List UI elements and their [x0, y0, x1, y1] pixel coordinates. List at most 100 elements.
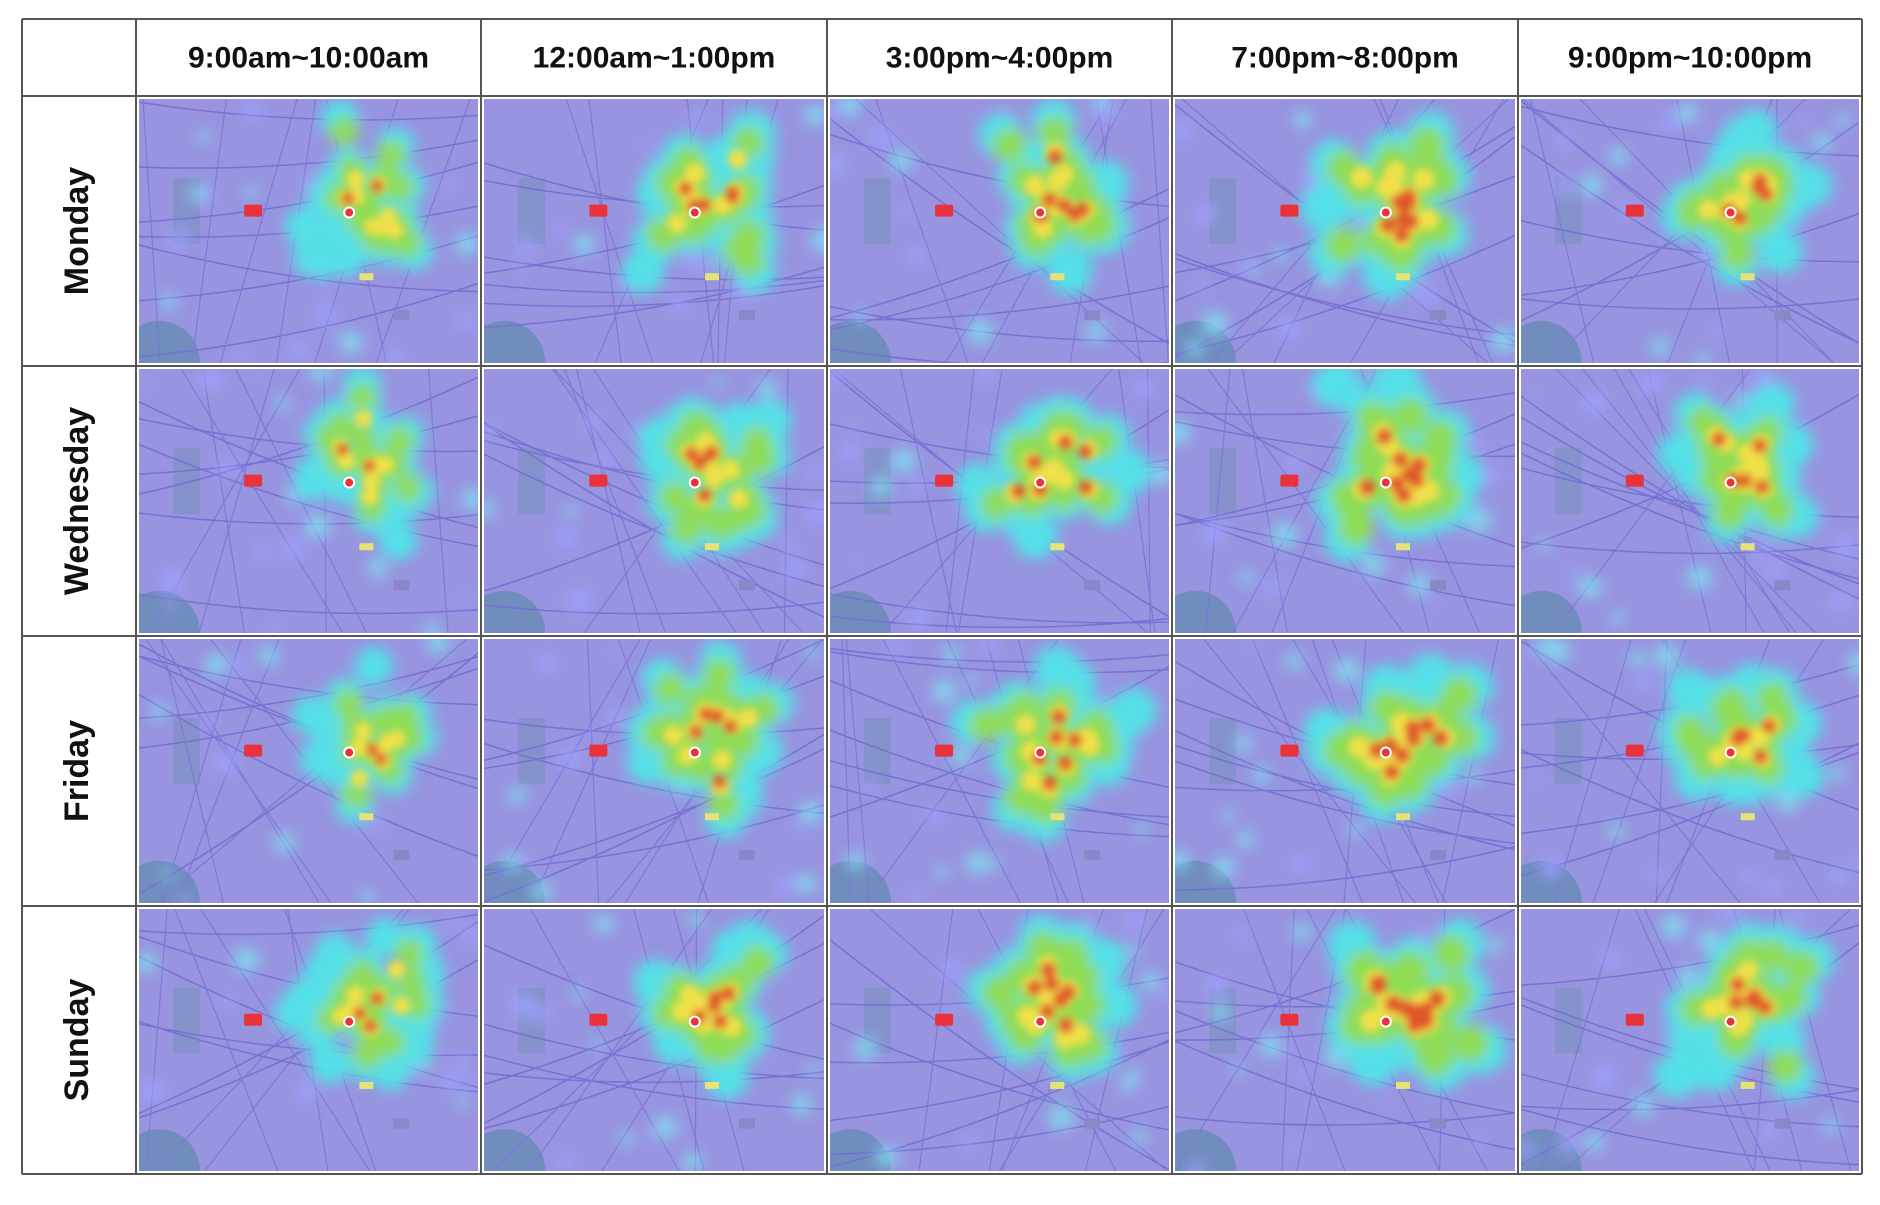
heat-spot — [446, 917, 458, 929]
heat-spot — [1750, 554, 1761, 565]
map-tag — [739, 850, 755, 860]
heat-spot — [853, 311, 865, 323]
heat-spot — [1758, 999, 1773, 1014]
map-tag — [935, 1014, 953, 1026]
map-tag — [705, 1082, 719, 1089]
heat-spot — [1202, 311, 1228, 337]
heat-spot — [1271, 522, 1297, 548]
heat-spot — [1581, 174, 1603, 196]
map-tag — [244, 475, 262, 487]
heat-spot — [609, 646, 620, 657]
heatmap-cell — [464, 639, 824, 945]
map-tag — [1396, 543, 1410, 550]
map-pin — [1726, 1017, 1736, 1027]
heat-spot — [671, 1001, 691, 1021]
heat-spot — [1677, 966, 1698, 987]
map-tag — [1430, 850, 1446, 860]
heat-spot — [1697, 371, 1710, 384]
heat-spot — [1698, 200, 1718, 220]
heat-spot — [1125, 943, 1139, 957]
heat-spot — [368, 558, 388, 578]
heat-spot — [379, 521, 418, 560]
heat-spot — [1530, 774, 1542, 786]
heat-spot — [287, 338, 308, 359]
heat-spot — [1413, 168, 1435, 190]
heat-spot — [503, 852, 521, 870]
map-tag — [244, 1014, 262, 1026]
heat-spot — [1466, 770, 1481, 785]
heat-spot — [1796, 115, 1808, 127]
heat-spot — [839, 441, 861, 463]
heat-spot — [1235, 928, 1249, 942]
heat-spot — [1829, 592, 1851, 614]
heat-spot — [536, 653, 558, 675]
heat-spot — [757, 379, 777, 399]
heat-spot — [1159, 984, 1177, 1002]
heat-spot — [1755, 480, 1769, 494]
heat-spot — [686, 163, 706, 183]
heat-spot — [1848, 856, 1862, 870]
heat-spot — [839, 94, 861, 116]
heat-spot — [1237, 831, 1255, 849]
map-tag — [1775, 850, 1791, 860]
heat-spot — [1785, 950, 1819, 984]
heatmap-cell — [464, 369, 829, 675]
heat-spot — [1363, 366, 1373, 376]
heat-spot — [982, 975, 1017, 1010]
heat-spot — [305, 513, 331, 539]
heat-spot — [1527, 393, 1537, 403]
heat-spot — [1768, 1049, 1802, 1083]
heat-spot — [1395, 211, 1411, 227]
heat-spot — [1591, 1064, 1616, 1089]
heat-spot — [351, 770, 369, 788]
map-tag — [1741, 543, 1755, 550]
map-tag — [1741, 813, 1755, 820]
map-tag — [739, 580, 755, 590]
heat-spot — [1750, 461, 1770, 481]
heat-spot — [891, 449, 916, 474]
heat-spot — [455, 310, 475, 330]
heat-spot — [670, 512, 702, 544]
heat-spot — [1701, 998, 1722, 1019]
heat-spot — [1608, 823, 1624, 839]
heat-spot — [1823, 1118, 1839, 1134]
heat-spot — [1136, 824, 1148, 836]
heat-spot — [531, 1005, 550, 1024]
map-tag — [935, 745, 953, 757]
heat-spot — [659, 481, 691, 513]
heat-spot — [558, 746, 582, 770]
heat-spot — [1759, 187, 1773, 201]
heat-spot — [1203, 519, 1228, 544]
heat-spot — [993, 128, 1027, 162]
heat-spot — [707, 258, 719, 270]
heat-spot — [1075, 202, 1090, 217]
heat-spot — [1259, 1034, 1282, 1057]
map-tag — [1741, 1082, 1755, 1089]
column-header: 7:00pm~8:00pm — [1231, 41, 1459, 74]
map-tag — [705, 273, 719, 280]
heat-spot — [212, 750, 238, 776]
map-tag — [244, 745, 262, 757]
heat-spot — [1274, 247, 1288, 261]
heat-spot — [1124, 911, 1146, 933]
map-tag — [1775, 310, 1791, 320]
map-pin — [1035, 208, 1045, 218]
heat-spot — [1787, 908, 1804, 925]
heat-spot — [667, 214, 687, 234]
heat-spot — [1042, 776, 1057, 791]
heat-spot — [1687, 566, 1712, 591]
heat-spot — [386, 221, 404, 239]
heat-spot — [509, 992, 534, 1017]
map-pin — [1726, 478, 1736, 488]
heat-spot — [555, 527, 578, 550]
map-pin — [1381, 478, 1391, 488]
heat-spot — [339, 331, 362, 354]
heat-spot — [393, 474, 422, 503]
heat-spot — [1362, 553, 1385, 576]
heat-spot — [705, 446, 719, 460]
heat-spot — [1234, 734, 1251, 751]
heat-spot — [1661, 914, 1686, 939]
heat-spot — [1338, 510, 1374, 546]
heatmap-cell — [464, 99, 837, 405]
